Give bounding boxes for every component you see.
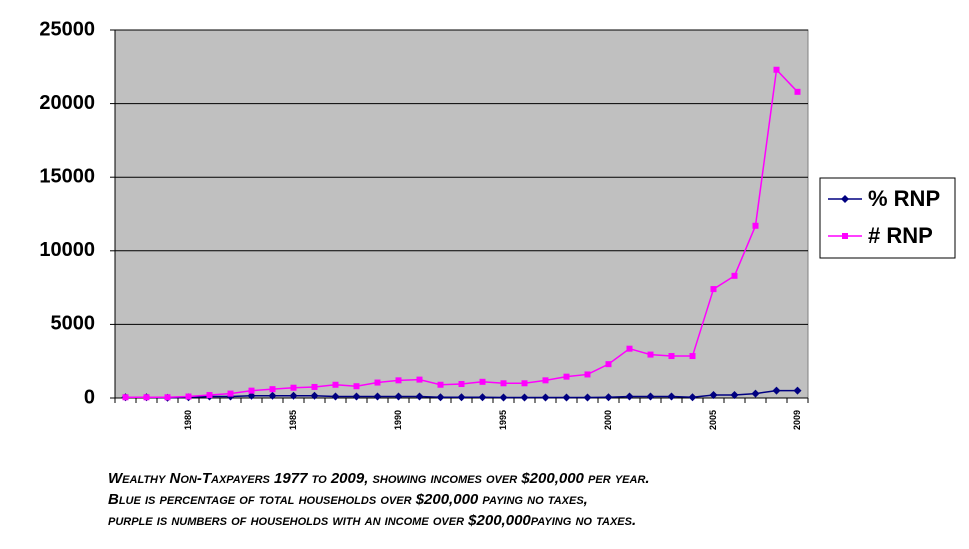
marker <box>521 380 528 387</box>
marker <box>584 371 591 378</box>
y-tick-label: 10000 <box>39 239 95 261</box>
marker <box>374 379 381 386</box>
marker <box>395 377 402 384</box>
marker <box>520 393 529 402</box>
marker <box>227 390 234 397</box>
marker <box>143 394 150 401</box>
marker <box>646 392 655 401</box>
marker <box>605 361 612 368</box>
marker <box>247 391 256 400</box>
marker <box>647 351 654 358</box>
marker <box>332 381 339 388</box>
marker <box>394 392 403 401</box>
marker <box>457 393 466 402</box>
marker <box>331 392 340 401</box>
x-tick-label: 1980 <box>183 410 193 430</box>
marker <box>772 386 781 395</box>
marker <box>436 393 445 402</box>
marker <box>373 392 382 401</box>
marker <box>269 386 276 393</box>
x-tick-label: 2000 <box>603 410 613 430</box>
marker <box>710 286 717 293</box>
marker <box>248 387 255 394</box>
marker <box>290 384 297 391</box>
caption: Wealthy Non-Taxpayers 1977 to 2009, show… <box>108 468 650 531</box>
y-tick-label: 0 <box>84 386 95 408</box>
marker <box>583 393 592 402</box>
y-tick-label: 20000 <box>39 92 95 114</box>
marker <box>731 272 738 279</box>
marker <box>416 376 423 383</box>
marker <box>122 394 129 401</box>
marker <box>794 88 801 95</box>
marker <box>542 377 549 384</box>
marker <box>562 393 571 402</box>
marker <box>500 380 507 387</box>
marker <box>751 389 760 398</box>
marker <box>206 392 213 399</box>
x-tick-label: 1995 <box>498 410 508 430</box>
marker <box>268 391 277 400</box>
marker <box>688 393 697 402</box>
marker <box>709 391 718 400</box>
legend-marker <box>842 233 848 239</box>
chart: 0 5000 10000 15000 20000 25000 1980 1985 1990 199… <box>39 18 956 430</box>
marker <box>626 345 633 352</box>
legend <box>819 177 956 259</box>
marker <box>311 383 318 390</box>
marker <box>352 392 361 401</box>
marker <box>164 394 171 401</box>
marker <box>793 386 802 395</box>
plot-area <box>114 29 809 399</box>
legend-marker <box>841 195 849 203</box>
y-tick-label: 5000 <box>51 313 96 335</box>
marker <box>667 392 676 401</box>
caption-line: purple is numbers of households with an … <box>108 512 637 529</box>
marker <box>499 393 508 402</box>
legend-label: # RNP <box>868 223 933 248</box>
marker <box>604 393 613 402</box>
marker <box>668 353 675 360</box>
x-tick-label: 1985 <box>288 410 298 430</box>
marker <box>752 222 759 229</box>
marker <box>353 383 360 390</box>
marker <box>625 392 634 401</box>
marker <box>541 393 550 402</box>
legend-label: % RNP <box>868 186 940 211</box>
marker <box>773 66 780 73</box>
marker <box>563 373 570 380</box>
marker <box>415 392 424 401</box>
y-tick-label: 25000 <box>39 18 95 40</box>
marker <box>478 393 487 402</box>
marker <box>437 381 444 388</box>
x-tick-label: 2009 <box>792 410 802 430</box>
y-tick-label: 15000 <box>39 165 95 187</box>
marker <box>689 353 696 360</box>
marker <box>185 393 192 400</box>
x-tick-label: 2005 <box>708 410 718 430</box>
caption-line: Wealthy Non-Taxpayers 1977 to 2009, show… <box>108 470 650 487</box>
marker <box>310 391 319 400</box>
marker <box>730 391 739 400</box>
caption-line: Blue is percentage of total households o… <box>108 491 588 508</box>
marker <box>458 381 465 388</box>
marker <box>289 391 298 400</box>
x-tick-label: 1990 <box>393 410 403 430</box>
marker <box>479 378 486 385</box>
